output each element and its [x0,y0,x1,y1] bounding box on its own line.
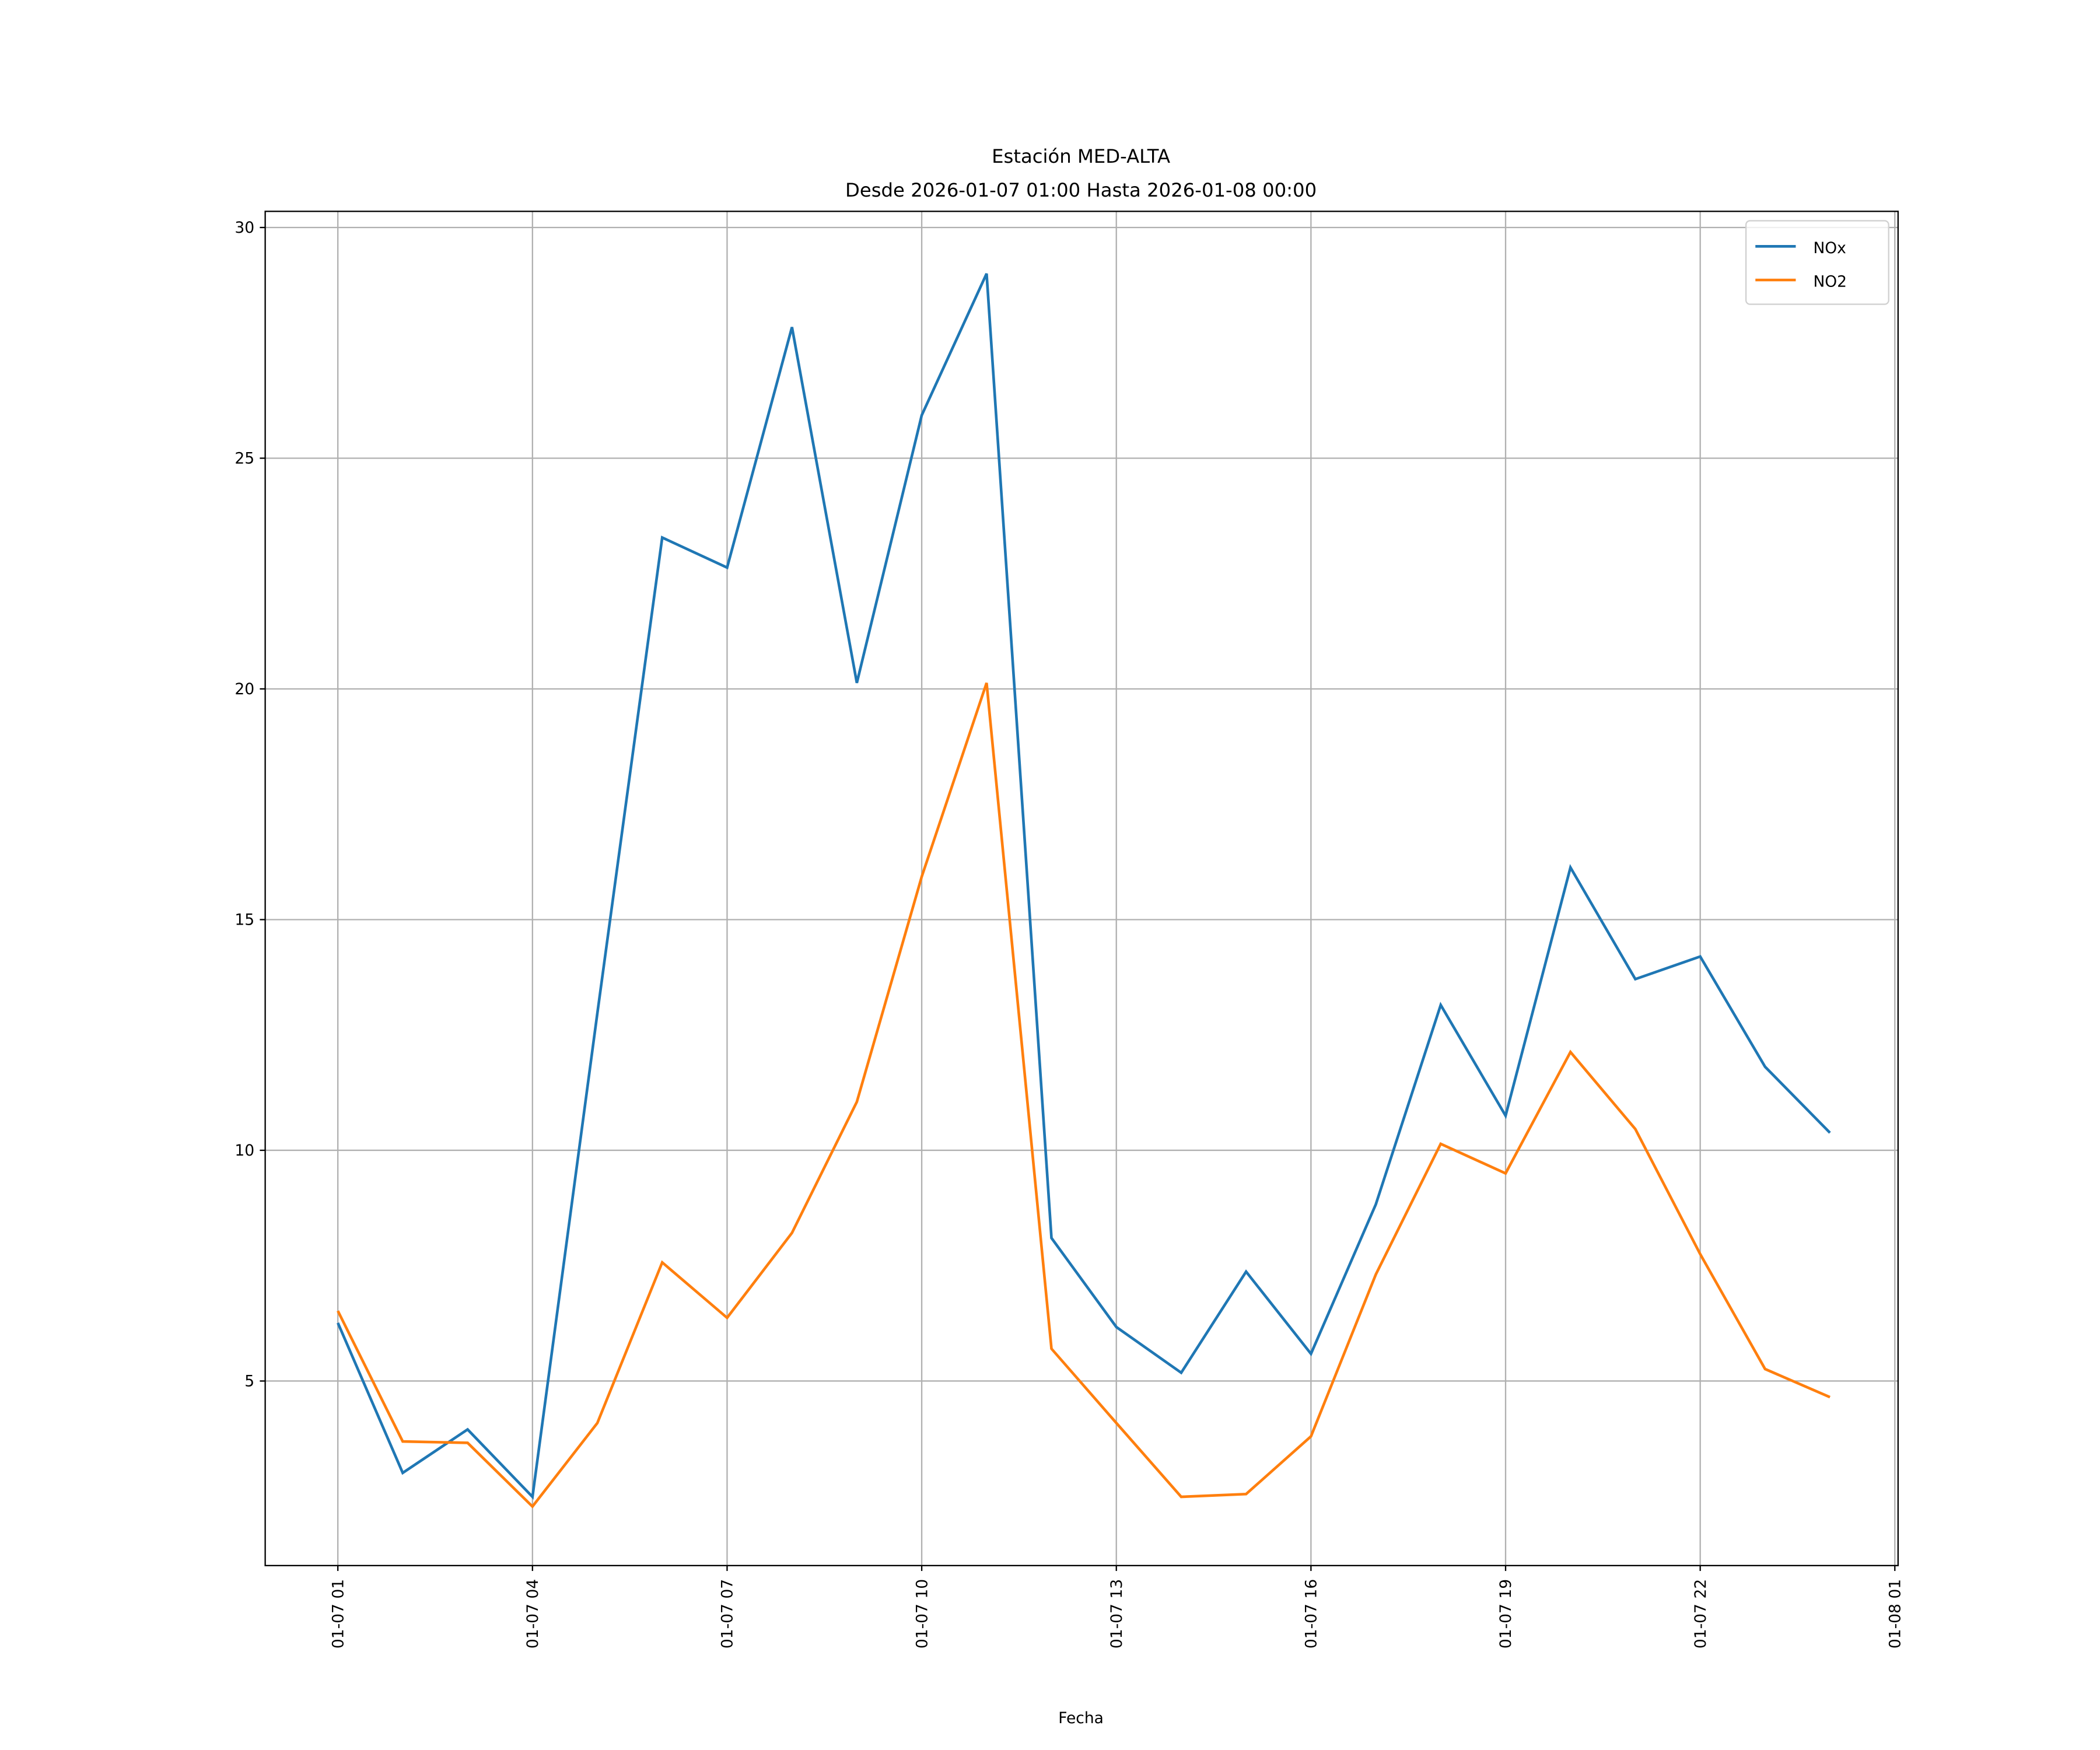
x-tick-label: 01-08 01 [1887,1579,1905,1648]
series-line-nox [337,273,1831,1500]
y-tick-label: 15 [235,911,254,929]
x-axis: 01-07 01 01-07 04 01-07 07 01-07 10 01-07 13… [329,1565,1905,1648]
legend-label-no2: NO2 [1813,273,1847,291]
x-tick-label: 01-07 01 [329,1579,347,1648]
x-tick-label: 01-07 19 [1497,1579,1515,1648]
x-tick-label: 01-07 04 [524,1579,542,1648]
y-tick-label: 25 [235,450,254,468]
y-tick-label: 10 [235,1142,254,1160]
legend: NOx NO2 [1745,220,1889,305]
x-axis-label: Fecha [1058,1709,1104,1727]
series-line-no2 [337,682,1831,1509]
x-tick-label: 01-07 10 [913,1579,931,1648]
y-tick-label: 5 [244,1373,254,1391]
y-tick-label: 30 [235,219,254,237]
chart-subtitle: Desde 2026-01-07 01:00 Hasta 2026-01-08 … [845,179,1317,201]
legend-box [1745,220,1889,305]
plot-frame [264,211,1899,1566]
x-tick-label: 01-07 07 [719,1579,737,1648]
grid-lines [265,211,1898,1566]
x-tick-label: 01-07 22 [1692,1579,1710,1648]
chart-title: Estación MED-ALTA [992,145,1170,167]
y-axis: 5 10 15 20 25 30 [235,219,265,1391]
legend-label-nox: NOx [1813,239,1846,257]
y-tick-label: 20 [235,680,254,698]
x-tick-label: 01-07 16 [1303,1579,1321,1648]
series-lines [337,273,1831,1509]
x-tick-label: 01-07 13 [1108,1579,1126,1648]
